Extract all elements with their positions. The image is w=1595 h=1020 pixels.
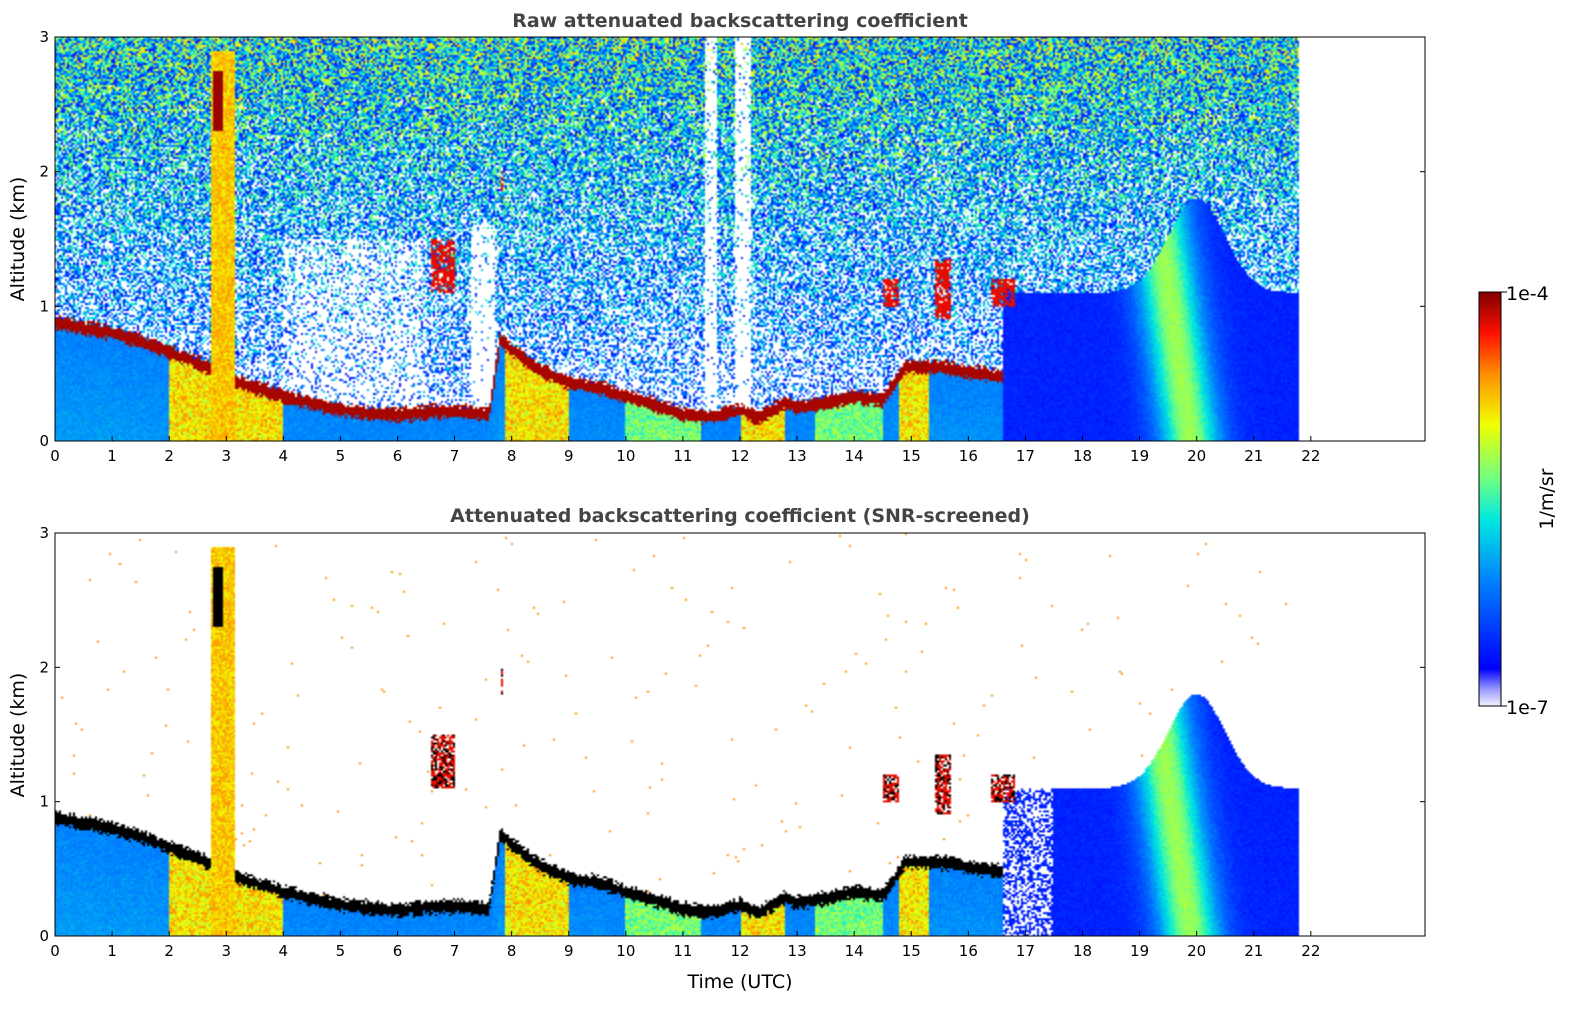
x-tick-label: 17 (1016, 942, 1035, 960)
x-tick-label: 19 (1130, 447, 1149, 465)
x-tick-label: 12 (730, 942, 749, 960)
x-tick-label: 9 (564, 942, 574, 960)
heatmap-area (55, 37, 1425, 441)
x-tick-label: 22 (1301, 942, 1320, 960)
x-tick-label: 11 (673, 447, 692, 465)
x-tick-label: 18 (1073, 447, 1092, 465)
x-tick-label: 3 (221, 447, 231, 465)
backscatter-heatmap-image (55, 533, 1425, 936)
x-tick-label: 9 (564, 447, 574, 465)
x-tick-label: 2 (164, 447, 174, 465)
y-tick-label: 3 (39, 28, 49, 46)
x-tick-label: 4 (279, 942, 289, 960)
x-tick-label: 8 (507, 447, 517, 465)
x-tick-label: 21 (1244, 942, 1263, 960)
x-axis: 0 1 2 3 4 5 6 7 8 9 10 11 12 13 14 15 16 17 18 19 20 21 22 (50, 931, 1320, 960)
x-tick-label: 11 (673, 942, 692, 960)
x-tick-label: 5 (336, 447, 346, 465)
colorbar-min-label: 1e-7 (1506, 697, 1549, 719)
x-tick-label: 13 (788, 447, 807, 465)
raw-backscatter-panel: Raw attenuated backscattering coefficien… (7, 10, 1426, 465)
x-tick-label: 0 (50, 942, 60, 960)
x-tick-label: 8 (507, 942, 517, 960)
x-tick-label: 4 (279, 447, 289, 465)
x-tick-label: 17 (1016, 447, 1035, 465)
x-tick-label: 20 (1187, 447, 1206, 465)
x-tick-label: 19 (1130, 942, 1149, 960)
x-tick-label: 14 (845, 942, 864, 960)
y-axis: 0 1 2 3 (39, 524, 1425, 945)
x-tick-label: 1 (107, 942, 117, 960)
x-tick-label: 14 (845, 447, 864, 465)
heatmap-area (55, 533, 1425, 936)
x-tick-label: 15 (902, 447, 921, 465)
y-axis-label: Altitude (km) (7, 177, 29, 302)
x-tick-label: 6 (393, 447, 403, 465)
panel-title: Attenuated backscattering coefficient (S… (450, 505, 1030, 527)
x-tick-label: 13 (788, 942, 807, 960)
y-tick-label: 0 (39, 432, 49, 450)
y-tick-label: 2 (39, 658, 49, 676)
x-axis-label: Time (UTC) (686, 971, 792, 993)
colorbar-max-label: 1e-4 (1506, 283, 1549, 305)
y-axis: 0 1 2 3 (39, 28, 1425, 450)
x-tick-label: 10 (616, 942, 635, 960)
x-tick-label: 7 (450, 447, 460, 465)
screened-backscatter-panel: Attenuated backscattering coefficient (S… (7, 505, 1426, 993)
x-tick-label: 21 (1244, 447, 1263, 465)
x-tick-label: 20 (1187, 942, 1206, 960)
y-tick-label: 1 (39, 297, 49, 315)
backscatter-heatmap-image (55, 37, 1425, 441)
y-tick-label: 0 (39, 927, 49, 945)
x-tick-label: 6 (393, 942, 403, 960)
x-tick-label: 1 (107, 447, 117, 465)
x-tick-label: 15 (902, 942, 921, 960)
x-tick-label: 7 (450, 942, 460, 960)
colorbar: 1e-4 1e-7 1/m/sr (1478, 283, 1558, 719)
x-tick-label: 12 (730, 447, 749, 465)
x-tick-label: 22 (1301, 447, 1320, 465)
colorbar-unit-label: 1/m/sr (1536, 468, 1558, 529)
x-tick-label: 18 (1073, 942, 1092, 960)
x-tick-label: 10 (616, 447, 635, 465)
colorbar-gradient (1478, 291, 1502, 707)
x-tick-label: 3 (221, 942, 231, 960)
x-tick-label: 0 (50, 447, 60, 465)
x-tick-label: 2 (164, 942, 174, 960)
y-tick-label: 1 (39, 793, 49, 811)
x-tick-label: 16 (959, 942, 978, 960)
y-axis-label: Altitude (km) (7, 673, 29, 798)
panel-title: Raw attenuated backscattering coefficien… (512, 10, 968, 32)
x-tick-label: 16 (959, 447, 978, 465)
x-tick-label: 5 (336, 942, 346, 960)
y-tick-label: 2 (39, 163, 49, 181)
x-axis: 0 1 2 3 4 5 6 7 8 9 10 11 12 13 14 15 16 17 18 19 20 21 22 (50, 436, 1320, 465)
y-tick-label: 3 (39, 524, 49, 542)
